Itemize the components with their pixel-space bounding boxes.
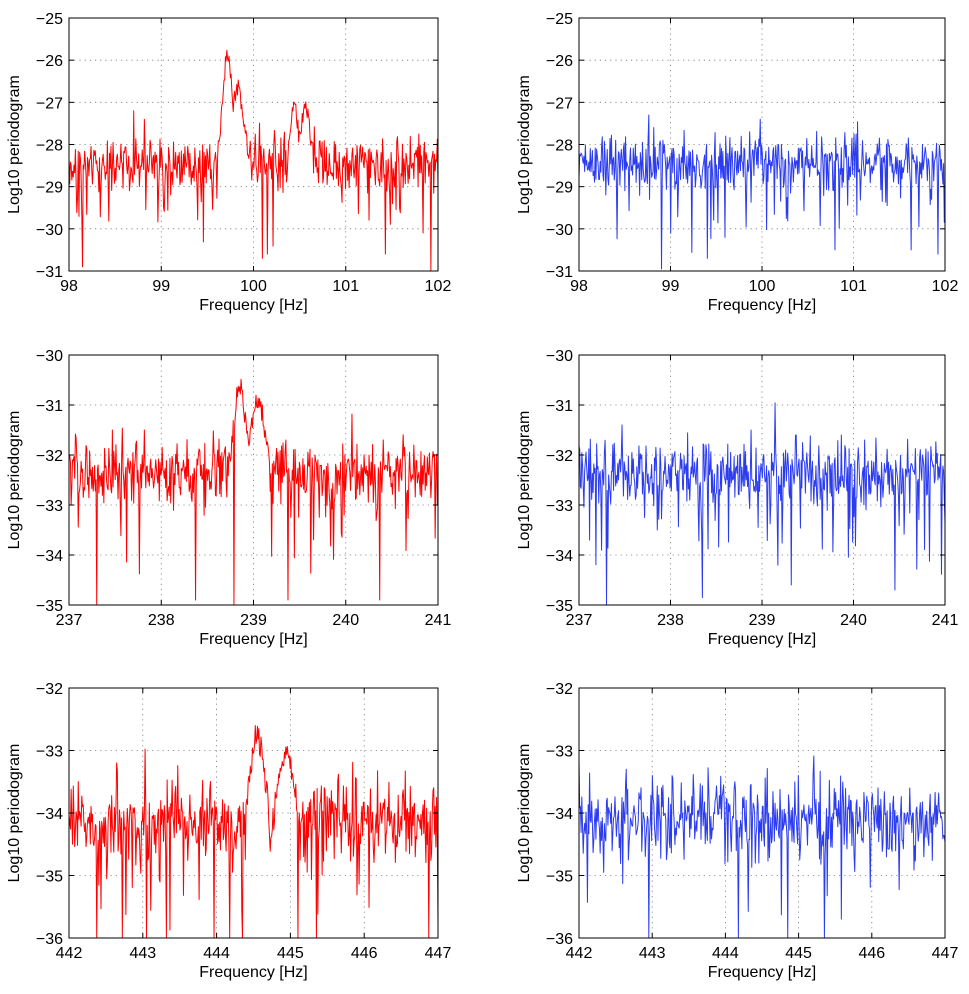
y-axis-label: Log10 periodogram <box>6 411 23 550</box>
x-tick-label: 99 <box>152 278 170 295</box>
y-axis-label: Log10 periodogram <box>6 75 23 214</box>
series-line-red <box>68 378 439 606</box>
x-tick-label: 446 <box>351 945 378 962</box>
y-tick-label: −33 <box>36 744 63 761</box>
y-tick-label: −32 <box>546 448 573 465</box>
y-tick-label: −33 <box>546 744 573 761</box>
y-tick-label: −28 <box>36 138 63 155</box>
y-tick-label: −33 <box>546 498 573 515</box>
series-line-red <box>68 725 439 939</box>
series-line-blue <box>578 114 946 270</box>
y-tick-label: −36 <box>546 931 573 948</box>
series-line-red <box>68 49 439 272</box>
y-tick-label: −34 <box>36 806 63 823</box>
x-tick-label: 447 <box>932 945 959 962</box>
x-tick-label: 240 <box>840 612 867 629</box>
x-axis-label: Frequency [Hz] <box>199 297 307 314</box>
y-tick-label: −32 <box>546 681 573 698</box>
y-tick-label: −35 <box>36 598 63 615</box>
x-tick-label: 241 <box>932 612 959 629</box>
y-tick-label: −30 <box>546 348 573 365</box>
x-tick-label: 237 <box>56 612 83 629</box>
subplot-3: 237 238 239 240 241 −35 −34 −33 −32 −31 −30 Frequen… <box>6 348 451 648</box>
y-axis-label: Log10 periodogram <box>516 411 533 550</box>
y-tick-label: −27 <box>546 95 573 112</box>
y-axis-label: Log10 periodogram <box>6 744 23 883</box>
y-axis-label: Log10 periodogram <box>516 744 533 883</box>
y-tick-label: −34 <box>546 806 573 823</box>
y-tick-label: −28 <box>546 138 573 155</box>
y-tick-label: −29 <box>36 180 63 197</box>
subplot-1: 98 99 100 101 102 −31 −30 −29 −28 −27 −26 −25 Freque… <box>6 11 451 314</box>
y-tick-label: −27 <box>36 95 63 112</box>
y-tick-label: −32 <box>36 681 63 698</box>
y-tick-label: −30 <box>36 222 63 239</box>
subplot-5: 442 443 444 445 446 447 −36 −35 −34 −33 −32 Frequen… <box>6 681 451 981</box>
x-tick-label: 238 <box>148 612 175 629</box>
x-tick-label: 446 <box>858 945 885 962</box>
x-tick-label: 239 <box>240 612 267 629</box>
subplot-6: 442 443 444 445 446 447 −36 −35 −34 −33 −32 Frequen… <box>516 681 958 981</box>
x-tick-label: 443 <box>129 945 156 962</box>
y-tick-label: −29 <box>546 180 573 197</box>
y-tick-label: −26 <box>36 53 63 70</box>
x-axis-label: Frequency [Hz] <box>708 964 816 981</box>
x-tick-label: 237 <box>566 612 593 629</box>
x-tick-label: 238 <box>657 612 684 629</box>
x-tick-label: 445 <box>785 945 812 962</box>
x-tick-label: 99 <box>662 278 680 295</box>
y-tick-label: −31 <box>36 398 63 415</box>
y-tick-label: −34 <box>546 548 573 565</box>
y-tick-label: −25 <box>36 11 63 28</box>
x-tick-label: 102 <box>932 278 959 295</box>
y-tick-label: −31 <box>36 264 63 281</box>
series-line-blue <box>578 755 946 939</box>
x-tick-label: 444 <box>203 945 230 962</box>
y-tick-label: −35 <box>546 598 573 615</box>
x-tick-label: 102 <box>425 278 452 295</box>
series-line-blue <box>578 402 946 606</box>
subplot-2: 98 99 100 101 102 −31 −30 −29 −28 −27 −26 −25 Freque… <box>516 11 958 314</box>
y-tick-label: −35 <box>546 869 573 886</box>
x-tick-label: 442 <box>56 945 83 962</box>
x-tick-label: 239 <box>749 612 776 629</box>
x-tick-label: 241 <box>425 612 452 629</box>
x-tick-label: 101 <box>332 278 359 295</box>
y-tick-label: −36 <box>36 931 63 948</box>
y-tick-label: −30 <box>546 222 573 239</box>
x-axis-label: Frequency [Hz] <box>708 631 816 648</box>
x-tick-label: 442 <box>566 945 593 962</box>
y-tick-label: −31 <box>546 264 573 281</box>
x-tick-label: 444 <box>712 945 739 962</box>
y-tick-label: −30 <box>36 348 63 365</box>
x-tick-label: 240 <box>332 612 359 629</box>
y-tick-label: −31 <box>546 398 573 415</box>
y-tick-label: −35 <box>36 869 63 886</box>
x-axis-label: Frequency [Hz] <box>199 964 307 981</box>
x-tick-label: 100 <box>749 278 776 295</box>
y-axis-label: Log10 periodogram <box>516 75 533 214</box>
x-tick-label: 100 <box>240 278 267 295</box>
x-tick-label: 98 <box>60 278 78 295</box>
y-tick-label: −34 <box>36 548 63 565</box>
subplot-4: 237 238 239 240 241 −35 −34 −33 −32 −31 −30 Frequen… <box>516 348 958 648</box>
x-axis-label: Frequency [Hz] <box>708 297 816 314</box>
x-tick-label: 98 <box>570 278 588 295</box>
x-tick-label: 447 <box>425 945 452 962</box>
y-tick-label: −32 <box>36 448 63 465</box>
x-tick-label: 101 <box>840 278 867 295</box>
y-tick-label: −26 <box>546 53 573 70</box>
x-tick-label: 443 <box>639 945 666 962</box>
y-tick-label: −33 <box>36 498 63 515</box>
x-tick-label: 445 <box>277 945 304 962</box>
x-axis-label: Frequency [Hz] <box>199 631 307 648</box>
y-tick-label: −25 <box>546 11 573 28</box>
